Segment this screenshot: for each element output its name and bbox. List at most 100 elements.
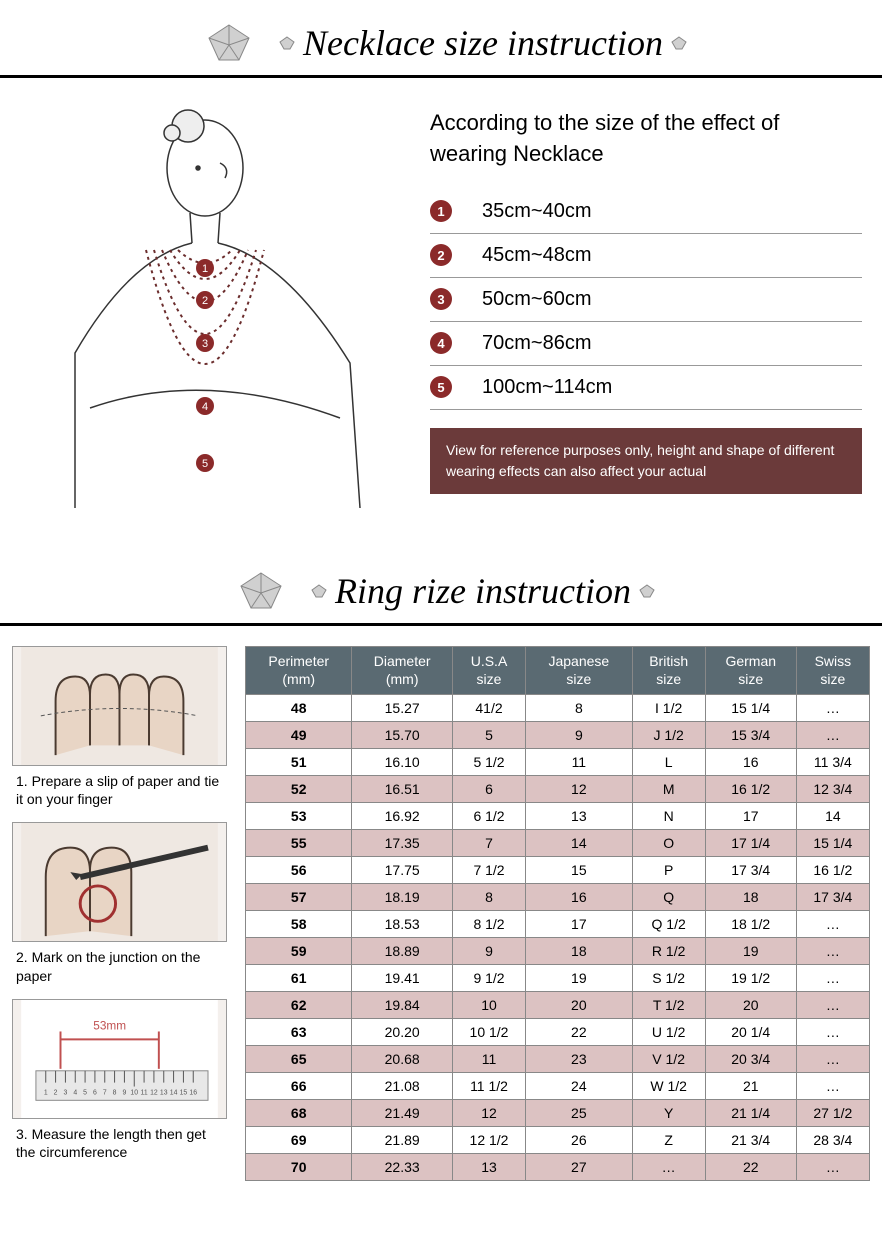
necklace-size-badge: 1	[430, 200, 452, 222]
ring-table-cell: 68	[246, 1100, 352, 1127]
necklace-size-badge: 3	[430, 288, 452, 310]
ring-table-cell: 16.10	[352, 749, 452, 776]
svg-text:1: 1	[44, 1089, 48, 1096]
ring-table-row: 5818.538 1/217Q 1/218 1/2…	[246, 911, 870, 938]
ring-table-cell: Q	[632, 884, 705, 911]
svg-text:10: 10	[130, 1089, 138, 1096]
ring-table-header-cell: Diameter(mm)	[352, 647, 452, 695]
ring-table-cell: 19 1/2	[705, 965, 796, 992]
svg-text:13: 13	[160, 1089, 168, 1096]
ring-table-cell: 12 3/4	[796, 776, 869, 803]
necklace-size-badge: 5	[430, 376, 452, 398]
ring-table-cell: 17.35	[352, 830, 452, 857]
ring-table-cell: 13	[452, 1154, 525, 1181]
ring-table-row: 5116.105 1/211L1611 3/4	[246, 749, 870, 776]
ring-table-row: 6921.8912 1/226Z21 3/428 3/4	[246, 1127, 870, 1154]
ring-table-row: 4915.7059J 1/215 3/4…	[246, 722, 870, 749]
svg-text:2: 2	[54, 1089, 58, 1096]
ring-table-cell: 7	[452, 830, 525, 857]
ring-table-cell: 16	[705, 749, 796, 776]
svg-text:9: 9	[123, 1089, 127, 1096]
ring-table-cell: 20 3/4	[705, 1046, 796, 1073]
ring-table-cell: 66	[246, 1073, 352, 1100]
svg-text:1: 1	[202, 263, 208, 275]
ring-table-cell: 10	[452, 992, 525, 1019]
ring-table-cell: 19	[705, 938, 796, 965]
ring-table-cell: …	[796, 1046, 869, 1073]
ring-table-cell: I 1/2	[632, 695, 705, 722]
svg-text:16: 16	[189, 1089, 197, 1096]
ring-table-row: 5316.926 1/213N1714	[246, 803, 870, 830]
necklace-size-value: 100cm~114cm	[482, 376, 612, 399]
ring-table-cell: 23	[526, 1046, 632, 1073]
necklace-size-value: 45cm~48cm	[482, 244, 592, 267]
ring-table-cell: …	[796, 965, 869, 992]
ring-table-cell: 22	[526, 1019, 632, 1046]
ring-table-cell: 15 1/4	[796, 830, 869, 857]
ring-table-cell: 17	[526, 911, 632, 938]
ring-table-row: 6119.419 1/219S 1/219 1/2…	[246, 965, 870, 992]
necklace-header: Necklace size instruction	[0, 0, 882, 78]
ring-table-cell: 25	[526, 1100, 632, 1127]
ring-table-cell: Q 1/2	[632, 911, 705, 938]
necklace-body: 1 2 3 4 5 According to the size of the e…	[0, 78, 882, 548]
ring-step-1: 1. Prepare a slip of paper and tie it on…	[12, 646, 227, 808]
ring-table-cell: 58	[246, 911, 352, 938]
ring-table-cell: 19.41	[352, 965, 452, 992]
ring-table-cell: J 1/2	[632, 722, 705, 749]
necklace-size-row: 5 100cm~114cm	[430, 366, 862, 410]
ring-table-cell: 11	[452, 1046, 525, 1073]
ring-table-row: 6621.0811 1/224W 1/221…	[246, 1073, 870, 1100]
ring-table-cell: 15.70	[352, 722, 452, 749]
ring-table-cell: O	[632, 830, 705, 857]
ring-table-cell: 12	[452, 1100, 525, 1127]
ring-table-cell: 21.08	[352, 1073, 452, 1100]
ring-table-cell: M	[632, 776, 705, 803]
ring-table-cell: 21 1/4	[705, 1100, 796, 1127]
ring-table-cell: 24	[526, 1073, 632, 1100]
ring-table-cell: 18.19	[352, 884, 452, 911]
ring-table-cell: …	[796, 722, 869, 749]
ring-table-cell: 20.68	[352, 1046, 452, 1073]
ring-table-cell: 5 1/2	[452, 749, 525, 776]
necklace-info: According to the size of the effect of w…	[430, 108, 862, 508]
ring-step-3: 53mm 123 456	[12, 999, 227, 1161]
step1-caption: 1. Prepare a slip of paper and tie it on…	[12, 772, 227, 808]
ring-table-cell: 56	[246, 857, 352, 884]
ring-table-cell: T 1/2	[632, 992, 705, 1019]
ring-table-cell: …	[632, 1154, 705, 1181]
necklace-size-row: 1 35cm~40cm	[430, 190, 862, 234]
ring-header: Ring rize instruction	[0, 548, 882, 626]
ring-table-cell: 53	[246, 803, 352, 830]
ring-table-row: 5517.35714O17 1/415 1/4	[246, 830, 870, 857]
ring-size-table: Perimeter(mm)Diameter(mm)U.S.AsizeJapane…	[245, 646, 870, 1181]
ring-table-cell: L	[632, 749, 705, 776]
necklace-size-value: 35cm~40cm	[482, 200, 592, 223]
ring-table-cell: 70	[246, 1154, 352, 1181]
necklace-size-row: 470cm~86cm	[430, 322, 862, 366]
ring-table-cell: 59	[246, 938, 352, 965]
ring-table-cell: 5	[452, 722, 525, 749]
svg-text:2: 2	[202, 295, 208, 307]
ring-table-cell: 6	[452, 776, 525, 803]
diamond-small-icon	[309, 583, 329, 599]
ring-table-cell: 14	[796, 803, 869, 830]
ring-table-cell: S 1/2	[632, 965, 705, 992]
ring-table-cell: 51	[246, 749, 352, 776]
ring-table-cell: 18.89	[352, 938, 452, 965]
necklace-size-row: 245cm~48cm	[430, 234, 862, 278]
ring-table-row: 5918.89918R 1/219…	[246, 938, 870, 965]
ring-table-cell: 27 1/2	[796, 1100, 869, 1127]
ring-table-cell: …	[796, 992, 869, 1019]
ring-table-cell: 62	[246, 992, 352, 1019]
ring-table-header-cell: Britishsize	[632, 647, 705, 695]
ring-table-cell: 27	[526, 1154, 632, 1181]
ring-table-cell: 18 1/2	[705, 911, 796, 938]
ring-table-cell: 15	[526, 857, 632, 884]
ring-table-cell: V 1/2	[632, 1046, 705, 1073]
ring-table-cell: 12 1/2	[452, 1127, 525, 1154]
ring-table-cell: Z	[632, 1127, 705, 1154]
ring-table-cell: 49	[246, 722, 352, 749]
ring-table-cell: 20	[526, 992, 632, 1019]
ring-table-cell: 16 1/2	[705, 776, 796, 803]
